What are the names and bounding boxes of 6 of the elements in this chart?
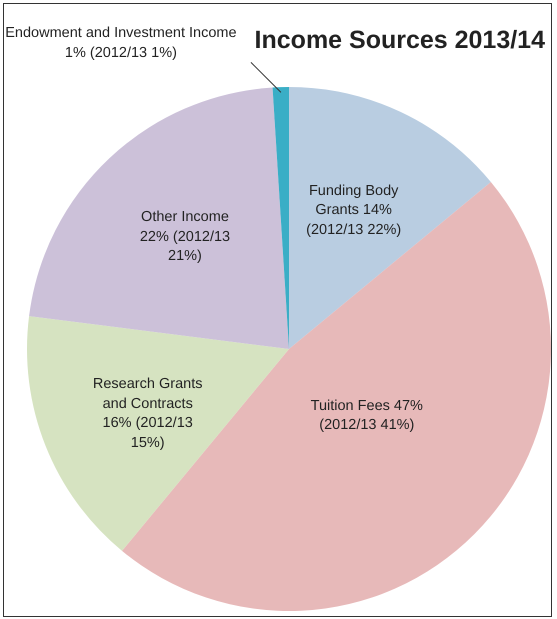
slice-label: Tuition Fees 47% (2012/13 41%)	[310, 396, 424, 436]
slice-label: Research Grants and Contracts 16% (2012/13 15%)	[92, 374, 204, 453]
chart-title: Income Sources 2013/14	[254, 26, 545, 55]
slice-label: Endowment and Investment Income 1% (2012/13 1%)	[4, 24, 238, 63]
slice-label: Other Income 22% (2012/13 21%)	[138, 208, 232, 266]
slice-label: Funding Body Grants 14% (2012/13 22%)	[305, 182, 402, 240]
